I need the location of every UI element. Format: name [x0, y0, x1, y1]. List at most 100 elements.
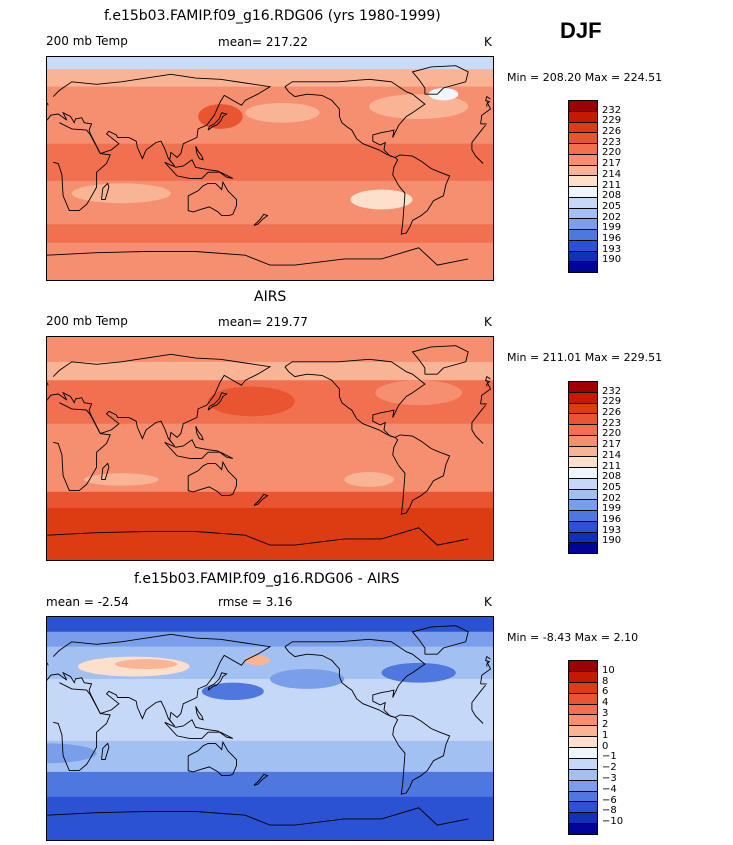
colorbar-tick-label: 211 [602, 179, 622, 191]
map-contour-band [47, 617, 493, 632]
colorbar-tick-label: 3 [602, 708, 609, 720]
coastline-madagascar [101, 462, 110, 480]
colorbar-tick-label: 226 [602, 126, 622, 138]
colorbar-tick-label: 1 [602, 729, 609, 741]
panel2-left-label: 200 mb Temp [46, 314, 128, 328]
coastline-eurasia [47, 73, 492, 167]
coastline-madagascar [101, 182, 110, 200]
colorbar-swatch [569, 543, 597, 553]
colorbar-tick-label: 220 [602, 147, 622, 159]
map-contour-region [381, 662, 456, 683]
coastline-indonesia [164, 159, 234, 179]
colorbar-swatch [569, 521, 597, 533]
coastline-namerica [284, 358, 426, 438]
coastline-eurasia [47, 353, 492, 447]
colorbar-swatch [569, 111, 597, 123]
colorbar-tick-label: 205 [602, 481, 622, 493]
colorbar-tick-label: 208 [602, 190, 622, 202]
colorbar-tick-label: 199 [602, 222, 622, 234]
colorbar-tick-label: −1 [602, 751, 617, 763]
coastline-nz [253, 493, 269, 506]
map-contour-region [115, 659, 178, 670]
map-contour-region [71, 183, 171, 204]
panel1-colorbar [568, 100, 598, 273]
colorbar-tick-label: 199 [602, 503, 622, 515]
colorbar-swatch [569, 468, 597, 479]
colorbar-tick-label: 190 [602, 535, 622, 547]
colorbar-swatch [569, 693, 597, 705]
colorbar-swatch [569, 511, 597, 522]
coastline-namerica [284, 638, 426, 718]
panel2-map [46, 336, 494, 561]
colorbar-swatch [569, 532, 597, 544]
coastline-indonesia [164, 719, 234, 739]
colorbar-tick-label: 202 [602, 211, 622, 223]
colorbar-swatch [569, 251, 597, 263]
colorbar-swatch [569, 791, 597, 803]
coastline-namerica [284, 78, 426, 158]
colorbar-swatch [569, 101, 597, 112]
map-contour-region [208, 386, 295, 417]
colorbar-swatch [569, 802, 597, 814]
colorbar-tick-label: 193 [602, 524, 622, 536]
colorbar-swatch [569, 414, 597, 425]
colorbar-swatch [569, 726, 597, 738]
coastline-uk [47, 95, 491, 107]
coastline-philippines [195, 146, 204, 161]
colorbar-tick-label: 196 [602, 232, 622, 244]
colorbar-swatch [569, 758, 597, 770]
colorbar-swatch [569, 425, 597, 436]
colorbar-tick-label: −8 [602, 805, 617, 817]
colorbar-tick-label: 232 [602, 104, 622, 116]
coastline-australia [187, 740, 237, 777]
colorbar-swatch [569, 671, 597, 683]
coastline-samerica [392, 154, 451, 235]
colorbar-swatch [569, 262, 597, 272]
panel3-map [46, 616, 494, 841]
panel1-map [46, 56, 494, 281]
map-contour-band [47, 771, 493, 797]
map-contour-band [47, 242, 493, 280]
coastline-eurasia [47, 633, 492, 727]
coastline-japan [207, 392, 228, 411]
colorbar-tick-label: −6 [602, 794, 617, 806]
map-contour-region [344, 472, 394, 487]
colorbar-tick-label: 220 [602, 428, 622, 440]
colorbar-swatch [569, 176, 597, 187]
coastline-africa [53, 402, 486, 492]
map-contour-region [245, 102, 320, 123]
colorbar-swatch [569, 748, 597, 759]
coastline-samerica [392, 434, 451, 515]
colorbar-swatch [569, 715, 597, 727]
coastline-uk [47, 655, 491, 667]
colorbar-swatch [569, 208, 597, 220]
colorbar-tick-label: 205 [602, 200, 622, 212]
map-contour-region [350, 189, 413, 210]
panel2-minmax: Min = 211.01 Max = 229.51 [507, 351, 663, 364]
colorbar-tick-label: 223 [602, 417, 622, 429]
colorbar-tick-label: −2 [602, 762, 617, 774]
panel2-center-label: mean= 219.77 [218, 315, 308, 329]
colorbar-swatch [569, 769, 597, 781]
colorbar-swatch [569, 500, 597, 511]
colorbar-swatch [569, 824, 597, 834]
coastline-japan [207, 672, 228, 691]
coastline-indonesia [164, 439, 234, 459]
map-contour-band [47, 361, 493, 381]
colorbar-swatch [569, 382, 597, 393]
colorbar-tick-label: 214 [602, 449, 622, 461]
colorbar-swatch [569, 435, 597, 447]
colorbar-swatch [569, 230, 597, 241]
panel2-colorbar [568, 381, 598, 554]
map-contour-region [245, 655, 270, 666]
map-contour-band [47, 69, 493, 87]
coastline-philippines [195, 426, 204, 441]
colorbar-swatch [569, 661, 597, 672]
colorbar-swatch [569, 122, 597, 134]
map-contour-band [47, 740, 493, 772]
coastline-greenland [411, 345, 469, 375]
coastline-australia [187, 460, 237, 497]
map-contour-band [47, 631, 493, 647]
map-contour-region [84, 473, 159, 486]
panel3-mean-label: mean = -2.54 [46, 595, 129, 609]
